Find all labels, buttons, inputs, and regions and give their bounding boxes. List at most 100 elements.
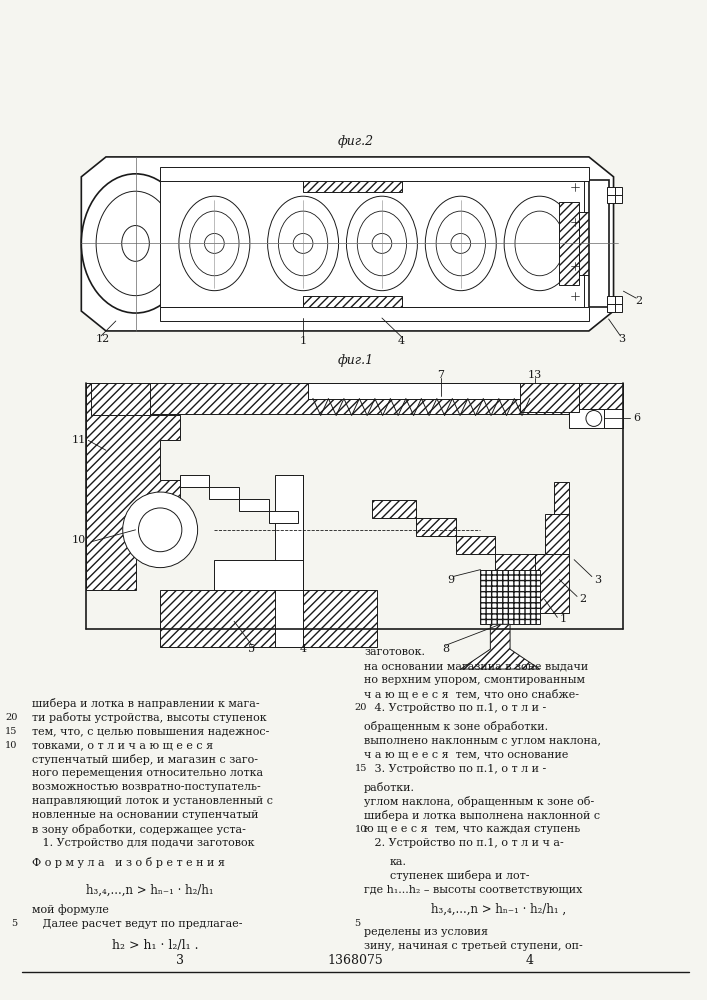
Text: h₃,₄,...,n > hₙ₋₁ · h₂/h₁ ,: h₃,₄,...,n > hₙ₋₁ · h₂/h₁ , — [431, 903, 566, 916]
FancyBboxPatch shape — [308, 383, 534, 399]
Circle shape — [139, 508, 182, 552]
FancyBboxPatch shape — [607, 296, 622, 312]
Text: новленные на основании ступенчатый: новленные на основании ступенчатый — [32, 810, 259, 820]
Circle shape — [451, 233, 471, 253]
FancyBboxPatch shape — [544, 514, 569, 554]
Text: заготовок.: заготовок. — [364, 647, 425, 657]
Text: 15: 15 — [354, 764, 367, 773]
Text: 11: 11 — [72, 435, 86, 445]
Ellipse shape — [179, 196, 250, 291]
FancyBboxPatch shape — [276, 475, 303, 647]
FancyBboxPatch shape — [496, 554, 534, 572]
FancyBboxPatch shape — [456, 536, 496, 554]
Text: 12: 12 — [96, 334, 110, 344]
Text: 4: 4 — [300, 644, 307, 654]
Ellipse shape — [436, 211, 486, 276]
Ellipse shape — [515, 211, 564, 276]
Ellipse shape — [426, 196, 496, 291]
Ellipse shape — [81, 174, 189, 313]
Text: 10: 10 — [5, 741, 17, 750]
Text: ч а ю щ е е с я  тем, что основание: ч а ю щ е е с я тем, что основание — [364, 750, 568, 760]
FancyBboxPatch shape — [160, 589, 377, 647]
Text: мой формуле: мой формуле — [32, 904, 109, 915]
Text: фиг.2: фиг.2 — [337, 135, 373, 148]
Text: 4: 4 — [398, 336, 405, 346]
Ellipse shape — [189, 211, 239, 276]
Text: 4: 4 — [526, 954, 534, 967]
Text: фиг.1: фиг.1 — [337, 354, 373, 367]
Text: товками, о т л и ч а ю щ е е с я: товками, о т л и ч а ю щ е е с я — [32, 741, 214, 751]
Text: возможностью возвратно-поступатель-: возможностью возвратно-поступатель- — [32, 782, 261, 792]
Circle shape — [123, 492, 198, 568]
Text: 3: 3 — [594, 575, 601, 585]
FancyBboxPatch shape — [160, 167, 589, 181]
Text: ступенчатый шибер, и магазин с заго-: ступенчатый шибер, и магазин с заго- — [32, 754, 258, 765]
Text: 4. Устройство по п.1, о т л и -: 4. Устройство по п.1, о т л и - — [364, 703, 547, 713]
FancyBboxPatch shape — [372, 500, 416, 518]
Text: 1368075: 1368075 — [327, 954, 383, 967]
Text: 8: 8 — [443, 644, 450, 654]
Polygon shape — [461, 624, 539, 669]
Text: ю щ е е с я  тем, что каждая ступень: ю щ е е с я тем, что каждая ступень — [364, 824, 580, 834]
FancyBboxPatch shape — [303, 170, 402, 192]
Circle shape — [372, 233, 392, 253]
Circle shape — [293, 233, 313, 253]
FancyBboxPatch shape — [160, 307, 589, 321]
Text: 10: 10 — [354, 825, 367, 834]
Polygon shape — [91, 383, 151, 415]
Text: 5: 5 — [354, 919, 361, 928]
Text: Ф о р м у л а   и з о б р е т е н и я: Ф о р м у л а и з о б р е т е н и я — [32, 857, 225, 868]
Text: h₂ > h₁ · l₂/l₁ .: h₂ > h₁ · l₂/l₁ . — [112, 939, 199, 952]
FancyBboxPatch shape — [579, 212, 607, 275]
Text: 6: 6 — [633, 413, 641, 423]
Ellipse shape — [268, 196, 339, 291]
Text: 20: 20 — [5, 713, 17, 722]
Text: углом наклона, обращенным к зоне об-: углом наклона, обращенным к зоне об- — [364, 796, 595, 807]
FancyBboxPatch shape — [160, 180, 584, 307]
Text: ного перемещения относительно лотка: ного перемещения относительно лотка — [32, 768, 263, 778]
Text: 7: 7 — [438, 370, 445, 380]
FancyBboxPatch shape — [180, 475, 209, 487]
FancyBboxPatch shape — [554, 482, 569, 514]
Text: ч а ю щ е е с я  тем, что оно снабже-: ч а ю щ е е с я тем, что оно снабже- — [364, 689, 579, 699]
FancyBboxPatch shape — [534, 554, 569, 613]
FancyBboxPatch shape — [607, 187, 622, 203]
FancyBboxPatch shape — [303, 296, 402, 318]
Text: тем, что, с целью повышения надежнос-: тем, что, с целью повышения надежнос- — [32, 727, 269, 737]
Text: выполнено наклонным с углом наклона,: выполнено наклонным с углом наклона, — [364, 736, 601, 746]
Text: h₃,₄,...,n > hₙ₋₁ · h₂/h₁: h₃,₄,...,n > hₙ₋₁ · h₂/h₁ — [86, 883, 214, 896]
FancyBboxPatch shape — [209, 487, 239, 499]
Text: где h₁...h₂ – высоты соответствующих: где h₁...h₂ – высоты соответствующих — [364, 885, 583, 895]
Text: 15: 15 — [5, 727, 17, 736]
FancyBboxPatch shape — [559, 202, 579, 285]
Ellipse shape — [504, 196, 575, 291]
Circle shape — [586, 410, 602, 426]
Text: 3: 3 — [619, 334, 626, 344]
Ellipse shape — [96, 191, 175, 296]
Circle shape — [204, 233, 224, 253]
Text: 3: 3 — [176, 954, 184, 967]
Text: 2. Устройство по п.1, о т л и ч а-: 2. Устройство по п.1, о т л и ч а- — [364, 838, 564, 848]
Text: ти работы устройства, высоты ступенок: ти работы устройства, высоты ступенок — [32, 712, 267, 723]
FancyBboxPatch shape — [604, 409, 624, 428]
FancyBboxPatch shape — [269, 511, 298, 523]
Text: 10: 10 — [72, 535, 86, 545]
Text: 2: 2 — [579, 594, 586, 604]
Text: обращенным к зоне обработки.: обращенным к зоне обработки. — [364, 721, 549, 732]
Ellipse shape — [346, 196, 417, 291]
Text: ределены из условия: ределены из условия — [364, 927, 489, 937]
FancyBboxPatch shape — [214, 560, 303, 589]
Text: 3. Устройство по п.1, о т л и -: 3. Устройство по п.1, о т л и - — [364, 764, 547, 774]
Text: 5: 5 — [11, 919, 17, 928]
Text: 1. Устройство для подачи заготовок: 1. Устройство для подачи заготовок — [32, 838, 255, 848]
Ellipse shape — [122, 226, 149, 261]
Text: 20: 20 — [354, 703, 367, 712]
Polygon shape — [81, 157, 614, 331]
FancyBboxPatch shape — [239, 499, 269, 511]
FancyBboxPatch shape — [589, 180, 609, 307]
Text: 13: 13 — [527, 370, 542, 380]
Text: на основании магазина в зоне выдачи: на основании магазина в зоне выдачи — [364, 661, 588, 671]
Text: направляющий лоток и установленный с: направляющий лоток и установленный с — [32, 796, 273, 806]
Text: Далее расчет ведут по предлагае-: Далее расчет ведут по предлагае- — [32, 919, 243, 929]
Text: зину, начиная с третьей ступени, оп-: зину, начиная с третьей ступени, оп- — [364, 941, 583, 951]
